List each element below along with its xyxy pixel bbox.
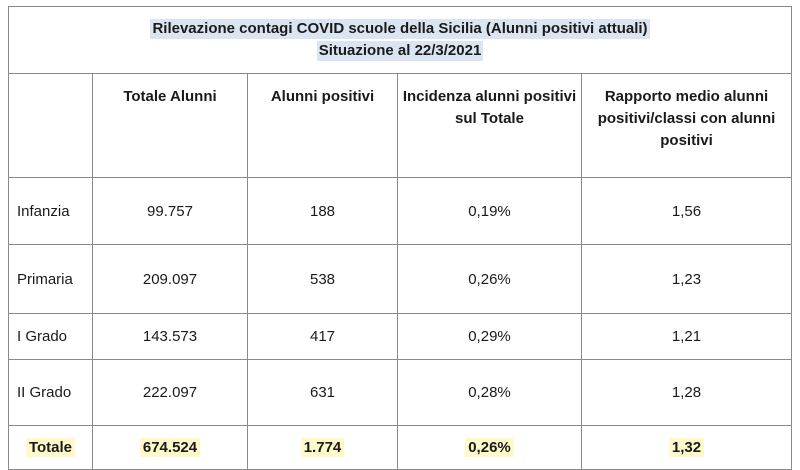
cell-incidenza: 0,28% [397, 359, 582, 426]
total-totale-text: 674.524 [139, 438, 201, 457]
table-row: II Grado 222.097 631 0,28% 1,28 [8, 359, 793, 426]
cell-totale: 99.757 [92, 177, 248, 245]
cell-incidenza: 0,29% [397, 313, 582, 360]
cell-positivi: 417 [247, 313, 398, 360]
total-label: Totale [8, 425, 93, 470]
total-label-text: Totale [25, 438, 76, 457]
table-row: I Grado 143.573 417 0,29% 1,21 [8, 313, 793, 360]
header-incidenza: Incidenza alunni positivi sul Totale [397, 73, 582, 178]
table-row: Primaria 209.097 538 0,26% 1,23 [8, 244, 793, 314]
total-positivi-text: 1.774 [300, 438, 345, 457]
row-label: I Grado [8, 313, 93, 360]
cell-rapporto: 1,56 [580, 177, 793, 245]
header-rapporto-medio: Rapporto medio alunni positivi/classi co… [580, 73, 793, 178]
table-title: Rilevazione contagi COVID scuole della S… [7, 6, 793, 74]
total-rapporto: 1,32 [580, 425, 793, 470]
title-line-1: Rilevazione contagi COVID scuole della S… [150, 19, 650, 39]
row-label: Infanzia [8, 177, 93, 245]
cell-totale: 222.097 [92, 359, 248, 426]
total-positivi: 1.774 [247, 425, 398, 470]
cell-incidenza: 0,19% [397, 177, 582, 245]
cell-incidenza: 0,26% [397, 244, 582, 314]
cell-positivi: 538 [247, 244, 398, 314]
header-totale-alunni: Totale Alunni [92, 73, 248, 178]
cell-rapporto: 1,21 [580, 313, 793, 360]
cell-positivi: 188 [247, 177, 398, 245]
covid-schools-table: Rilevazione contagi COVID scuole della S… [7, 6, 793, 470]
cell-rapporto: 1,28 [580, 359, 793, 426]
total-totale: 674.524 [92, 425, 248, 470]
row-label: II Grado [8, 359, 93, 426]
cell-totale: 143.573 [92, 313, 248, 360]
total-row: Totale 674.524 1.774 0,26% 1,32 [8, 425, 793, 470]
total-incidenza-text: 0,26% [465, 438, 514, 457]
cell-totale: 209.097 [92, 244, 248, 314]
total-rapporto-text: 1,32 [668, 438, 705, 457]
cell-rapporto: 1,23 [580, 244, 793, 314]
cell-positivi: 631 [247, 359, 398, 426]
row-label: Primaria [8, 244, 93, 314]
header-alunni-positivi: Alunni positivi [247, 73, 398, 178]
header-row: Totale Alunni Alunni positivi Incidenza … [8, 73, 793, 178]
table-row: Infanzia 99.757 188 0,19% 1,56 [8, 177, 793, 245]
title-line-2: Situazione al 22/3/2021 [316, 41, 484, 61]
header-empty [8, 73, 93, 178]
total-incidenza: 0,26% [397, 425, 582, 470]
